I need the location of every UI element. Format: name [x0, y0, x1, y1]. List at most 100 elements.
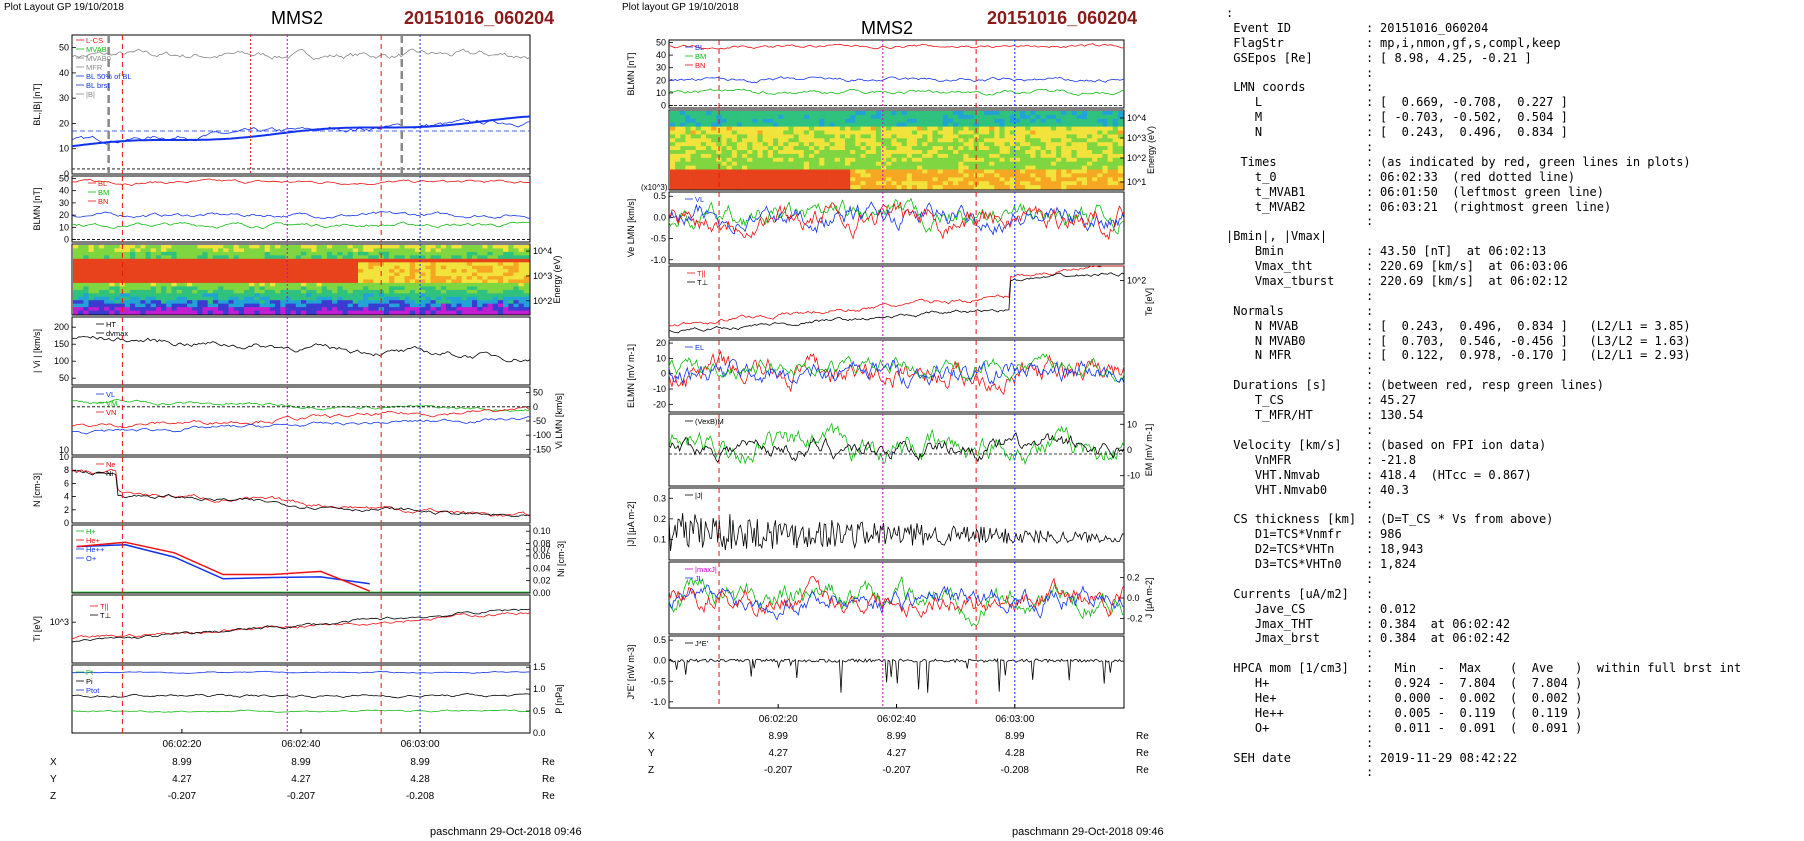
spectrogram-cell [477, 245, 483, 249]
spectrogram-cell [798, 130, 805, 135]
spectrogram-cell [700, 138, 707, 143]
spectrogram-cell [809, 177, 815, 182]
spectrogram-cell [135, 307, 141, 311]
spectrogram-cell [435, 310, 442, 315]
spectrogram-cell [269, 262, 276, 267]
spectrogram-cell [197, 269, 203, 273]
spectrogram-cell [104, 262, 110, 267]
spectrogram-cell [1112, 111, 1119, 116]
spectrogram-cell [747, 111, 753, 116]
spectrogram-cell [726, 153, 733, 159]
spectrogram-cell [1112, 169, 1119, 174]
spectrogram-cell [850, 134, 856, 139]
spectrogram-cell [891, 122, 897, 127]
spectrogram-cell [181, 255, 188, 260]
spectrogram-cell [197, 265, 203, 270]
spectrogram-cell [1040, 142, 1047, 147]
spectrogram-cell [140, 248, 146, 253]
spectrogram-cell [181, 251, 188, 256]
spectrogram-cell [383, 245, 390, 249]
spectrogram-cell [1004, 177, 1011, 182]
spectrogram-cell [809, 161, 815, 166]
series-Ne [71, 468, 531, 517]
spectrogram-cell [860, 185, 866, 190]
spectrogram-cell [1071, 146, 1077, 151]
spectrogram-cell [757, 111, 763, 116]
spectrogram-cell [973, 134, 980, 139]
spectrogram-cell [736, 165, 743, 170]
spectrogram-cell [301, 279, 307, 284]
spectrogram-cell [1087, 185, 1093, 190]
spectrogram-cell [145, 282, 152, 287]
spectrogram-cell [865, 122, 872, 127]
spectrogram-cell [404, 272, 411, 277]
spectrogram-cell [896, 185, 902, 190]
spectrogram-cell [736, 153, 743, 159]
spectrogram-cell [337, 286, 343, 291]
spectrogram-cell [269, 248, 276, 253]
spectrogram-cell [461, 286, 468, 291]
spectrogram-cell [161, 296, 167, 301]
spectrogram-cell [834, 114, 841, 120]
spectrogram-cell [968, 118, 975, 124]
ephem-unit: Re [542, 791, 555, 802]
spectrogram-cell [752, 138, 758, 143]
spectrogram-cell [793, 126, 799, 131]
spectrogram-cell [420, 276, 426, 280]
spectrogram-cell [78, 289, 84, 294]
info-row: : [1226, 736, 1801, 751]
spectrogram-cell [1107, 114, 1114, 120]
info-value: 45.27 [1380, 393, 1417, 408]
spectrogram-cell [404, 282, 411, 287]
spectrogram-cell [275, 310, 281, 315]
spectrogram-cell [1035, 114, 1041, 120]
spectrogram-cell [953, 165, 959, 170]
spectrogram-cell [1030, 181, 1036, 186]
spectrogram-cell [342, 307, 349, 311]
info-value [1380, 646, 1801, 661]
spectrogram-cell [809, 165, 815, 170]
info-value [1380, 304, 1801, 319]
spectrogram-cell [280, 276, 286, 280]
spectrogram-cell [150, 255, 157, 260]
spectrogram-cell [742, 138, 748, 143]
spectrogram-cell [948, 114, 954, 120]
spectrogram-cell [1076, 181, 1083, 186]
ephem-unit: Re [542, 757, 555, 768]
spectrogram-cell [88, 265, 95, 270]
spectrogram-cell [518, 248, 525, 253]
spectrogram-cell [762, 138, 769, 143]
spectrogram-cell [1066, 150, 1072, 155]
legend-entry: T|| [697, 269, 706, 278]
spectrogram-cell [670, 177, 676, 182]
spectrogram-cell [860, 111, 866, 116]
y-tick-label: 0.07 [533, 545, 551, 555]
spectrogram-cell [477, 258, 483, 263]
spectrogram-cell [487, 258, 494, 263]
spectrogram-cell [311, 310, 317, 315]
spectrogram-cell [1040, 185, 1047, 190]
spectrogram-cell [1081, 130, 1088, 135]
spectrogram-cell [435, 300, 442, 305]
spectrogram-cell [1092, 142, 1098, 147]
spectrogram-cell [197, 245, 203, 249]
spectrogram-cell [1035, 146, 1041, 151]
spectrogram-cell [451, 303, 457, 308]
info-colon: : [1366, 169, 1374, 184]
info-colon: : [1366, 363, 1374, 378]
spectrogram-cell [192, 303, 198, 308]
spectrogram-cell [742, 153, 748, 159]
spectrogram-cell [839, 122, 846, 127]
spectrogram-cell [767, 111, 774, 116]
spectrogram-cell [1045, 173, 1052, 178]
spectrogram-cell [1066, 138, 1072, 143]
spectrogram-cell [207, 251, 214, 256]
spectrogram-cell [145, 248, 152, 253]
info-row: N MFR:[ 0.122, 0.978, -0.170 ] (L2/L1 = … [1226, 348, 1801, 363]
spectrogram-cell [373, 282, 380, 287]
spectrogram-cell [917, 165, 923, 170]
spectrogram-cell [155, 258, 162, 263]
spectrogram-cell [368, 258, 374, 263]
spectrogram-cell [145, 300, 152, 305]
spectrogram-cell [425, 251, 431, 256]
